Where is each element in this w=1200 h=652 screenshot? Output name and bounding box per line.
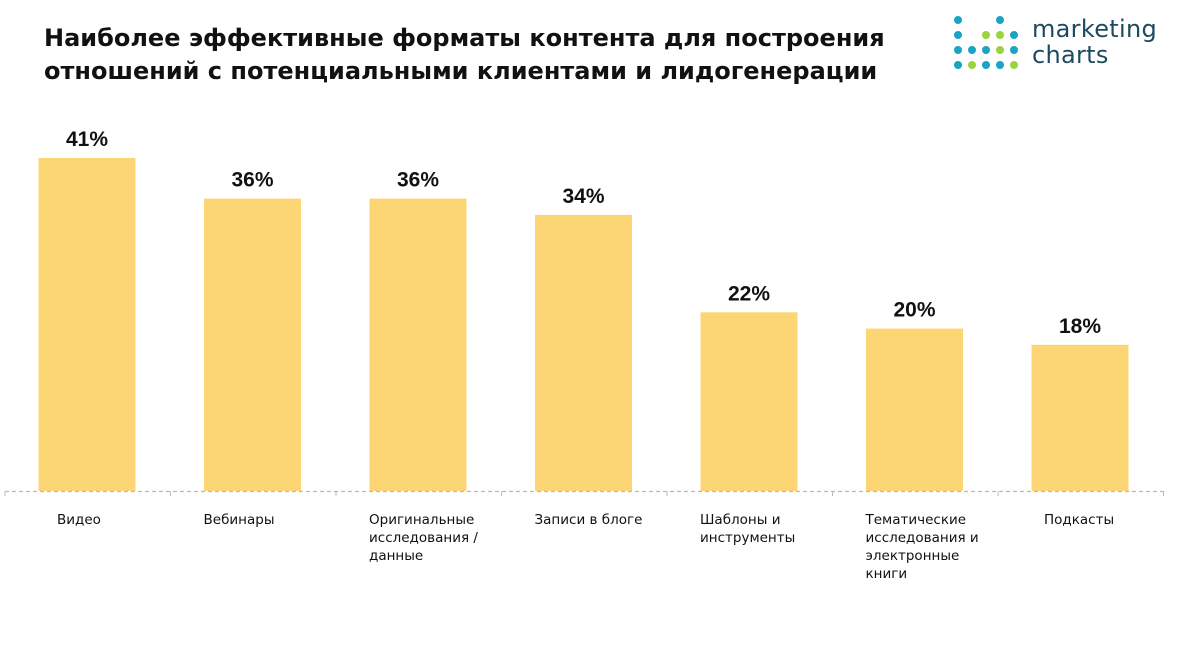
- bar-3: [369, 198, 467, 491]
- bar-value-label-3: 36%: [397, 169, 439, 192]
- category-label-7: Подкасты: [1044, 512, 1115, 528]
- value-labels-group: 41% 36% 36% 34% 22% 20% 18%: [66, 128, 1101, 338]
- category-label-1: Видео: [57, 512, 101, 528]
- logo-dot: [1010, 46, 1018, 54]
- category-label-6: Тематические исследования и электронные …: [865, 512, 979, 582]
- bar-4: [535, 214, 632, 491]
- bar-value-label-1: 41%: [66, 128, 108, 151]
- bar-6: [866, 328, 963, 491]
- logo-dot: [982, 31, 990, 39]
- bar-value-label-4: 34%: [562, 185, 604, 208]
- bar-7: [1031, 344, 1129, 491]
- logo-dot: [954, 46, 962, 54]
- logo-dot: [954, 31, 962, 39]
- bar-value-label-7: 18%: [1059, 315, 1101, 338]
- category-label-3: Оригинальные исследования / данные: [369, 512, 478, 564]
- logo-dot: [996, 16, 1004, 24]
- bar-1: [38, 158, 136, 491]
- marketingcharts-logo: marketing charts: [954, 14, 1174, 74]
- logo-dot: [968, 46, 976, 54]
- logo-dot: [982, 61, 990, 69]
- bar-value-label-6: 20%: [893, 299, 935, 322]
- bar-value-label-5: 22%: [728, 282, 770, 305]
- category-label-5: Шаблоны и инструменты: [700, 512, 796, 546]
- logo-dot: [954, 61, 962, 69]
- bar-value-label-2: 36%: [231, 169, 273, 192]
- logo-dot: [996, 46, 1004, 54]
- logo-dot: [1010, 31, 1018, 39]
- logo-dot: [968, 61, 976, 69]
- bar-2: [204, 198, 301, 491]
- bar-5: [700, 312, 798, 491]
- logo-text-line1: marketing: [1032, 15, 1157, 43]
- chart-title: Наиболее эффективные форматы контента дл…: [44, 24, 885, 85]
- logo-dot: [982, 46, 990, 54]
- logo-dot: [1010, 61, 1018, 69]
- category-label-4: Записи в блоге: [534, 512, 643, 528]
- bars-group: [38, 158, 1129, 491]
- logo-dot: [996, 31, 1004, 39]
- logo-dot: [996, 61, 1004, 69]
- logo-text: marketing charts: [1032, 16, 1157, 68]
- logo-dot: [954, 16, 962, 24]
- x-axis: [4, 490, 1165, 496]
- logo-text-line2: charts: [1032, 41, 1109, 69]
- category-label-2: Вебинары: [203, 512, 275, 528]
